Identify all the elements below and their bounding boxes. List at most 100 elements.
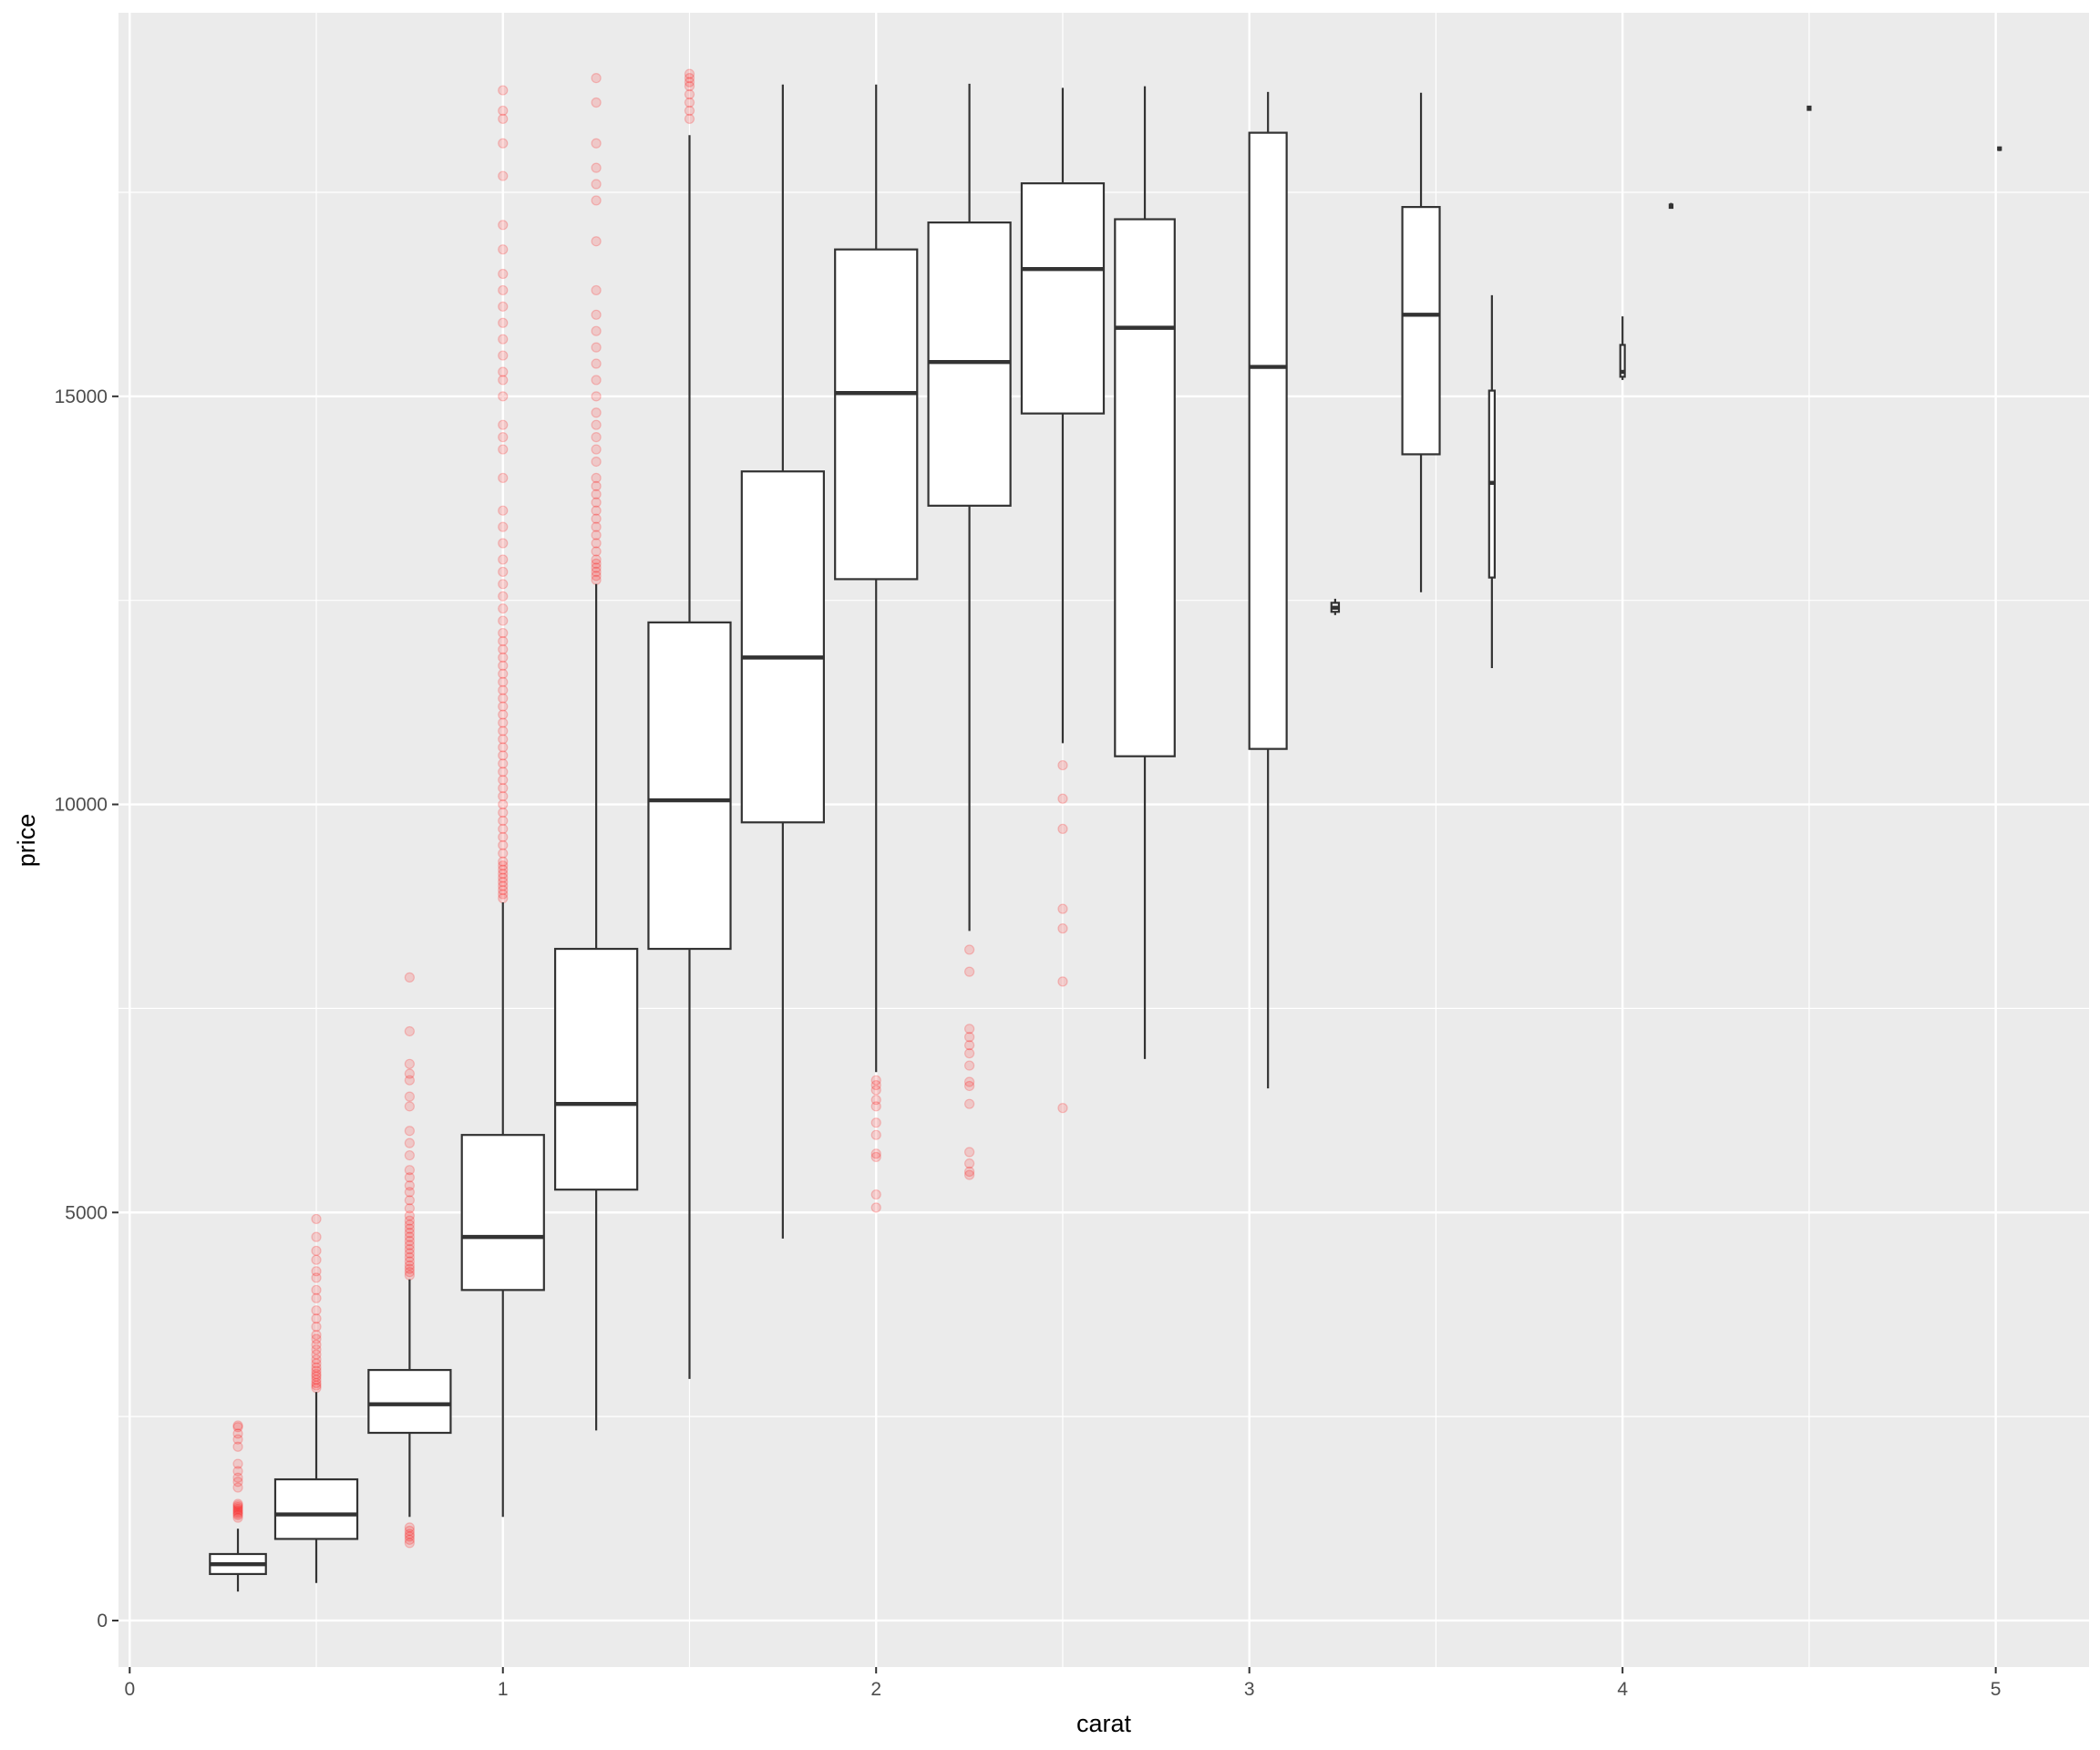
outlier-point [591,480,602,491]
outlier-point [591,538,602,549]
outlier-point [498,790,509,802]
outlier-point [963,1024,975,1035]
outlier-point [404,1187,415,1198]
outlier-point [591,138,602,149]
outlier-point [963,1040,975,1051]
outlier-point [311,1305,322,1316]
outlier-point [498,419,509,430]
outlier-point [1057,759,1068,771]
outlier-point [404,972,415,983]
outlier-point [404,1248,415,1259]
outlier-point [311,1358,322,1369]
outlier-point [498,668,509,679]
box-group [1488,294,1497,669]
outlier-point [232,1458,243,1469]
box-group [740,84,825,1239]
outlier-point [498,391,509,402]
outlier-point [498,726,509,736]
outlier-point [870,1101,881,1112]
outlier-point [232,1434,243,1445]
outlier-point [498,889,509,900]
outlier-point [311,1371,322,1382]
box-group [1807,105,1812,111]
outlier-point [311,1374,322,1385]
outlier-point [870,1189,881,1200]
outlier-point [311,1344,322,1355]
box [740,470,825,824]
x-tick-label: 4 [1617,1679,1628,1700]
outlier-point [591,546,602,557]
outlier-point [404,1203,415,1214]
outlier-point [498,660,509,671]
outlier-point [232,1503,243,1514]
outlier-point [591,73,602,84]
outlier-point [311,1368,322,1380]
outlier-point [404,1538,415,1549]
box [273,1477,359,1540]
outlier-point [404,1263,415,1274]
box-group [273,1392,359,1583]
outlier-point [870,1148,881,1159]
outlier-point [963,944,975,955]
outlier-point [498,807,509,818]
x-axis-title: carat [1076,1710,1132,1737]
outlier-point [963,1060,975,1071]
outlier-point [404,1025,415,1037]
outlier-point [498,521,509,532]
box [553,947,639,1191]
outlier-point [232,1472,243,1483]
outlier-point [498,538,509,549]
box-group [647,135,732,1379]
outlier-point [311,1254,322,1265]
outlier-point [311,1231,322,1242]
box-group [927,83,1012,932]
outlier-point [684,88,695,100]
x-tick-label: 2 [870,1679,881,1700]
outlier-point [870,1151,881,1162]
outlier-point [1057,793,1068,804]
outlier-point [404,1126,415,1137]
outlier-point [684,73,695,84]
outlier-point [498,244,509,255]
outlier-point [591,505,602,516]
box [1619,344,1626,378]
outlier-point [591,325,602,336]
outlier-point [498,268,509,280]
box-group [1248,91,1288,1089]
outlier-point [684,113,695,125]
outlier-point [404,1531,415,1542]
outlier-point [591,309,602,320]
outlier-point [232,1501,243,1513]
outlier-point [404,1195,415,1206]
outlier-point [870,1085,881,1096]
outlier-point [591,571,602,582]
outlier-point [311,1365,322,1376]
outlier-point [870,1129,881,1140]
outlier-point [232,1508,243,1519]
outlier-point [963,1048,975,1059]
box-group [367,1279,452,1518]
outlier-point [963,1158,975,1169]
outlier-point [404,1220,415,1230]
outlier-point [311,1284,322,1295]
outlier-point [498,444,509,455]
outlier-point [591,513,602,524]
boxes [209,83,2002,1592]
outlier-point [870,1095,881,1106]
outlier-point [963,1032,975,1043]
outlier-point [404,1165,415,1176]
outlier-point [1057,823,1068,835]
outlier-point [498,717,509,728]
outlier-point [963,1098,975,1109]
outlier-point [498,170,509,181]
outlier-point [498,652,509,663]
outlier-point [591,472,602,483]
outlier-point [404,1228,415,1239]
outlier-point [232,1500,243,1511]
outlier-point [684,77,695,88]
outlier-point [404,1256,415,1267]
outlier-point [498,860,509,871]
outlier-point [591,444,602,455]
outlier-point [404,1215,415,1226]
